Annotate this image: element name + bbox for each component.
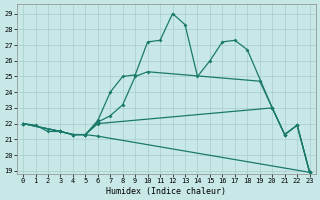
X-axis label: Humidex (Indice chaleur): Humidex (Indice chaleur) bbox=[106, 187, 226, 196]
